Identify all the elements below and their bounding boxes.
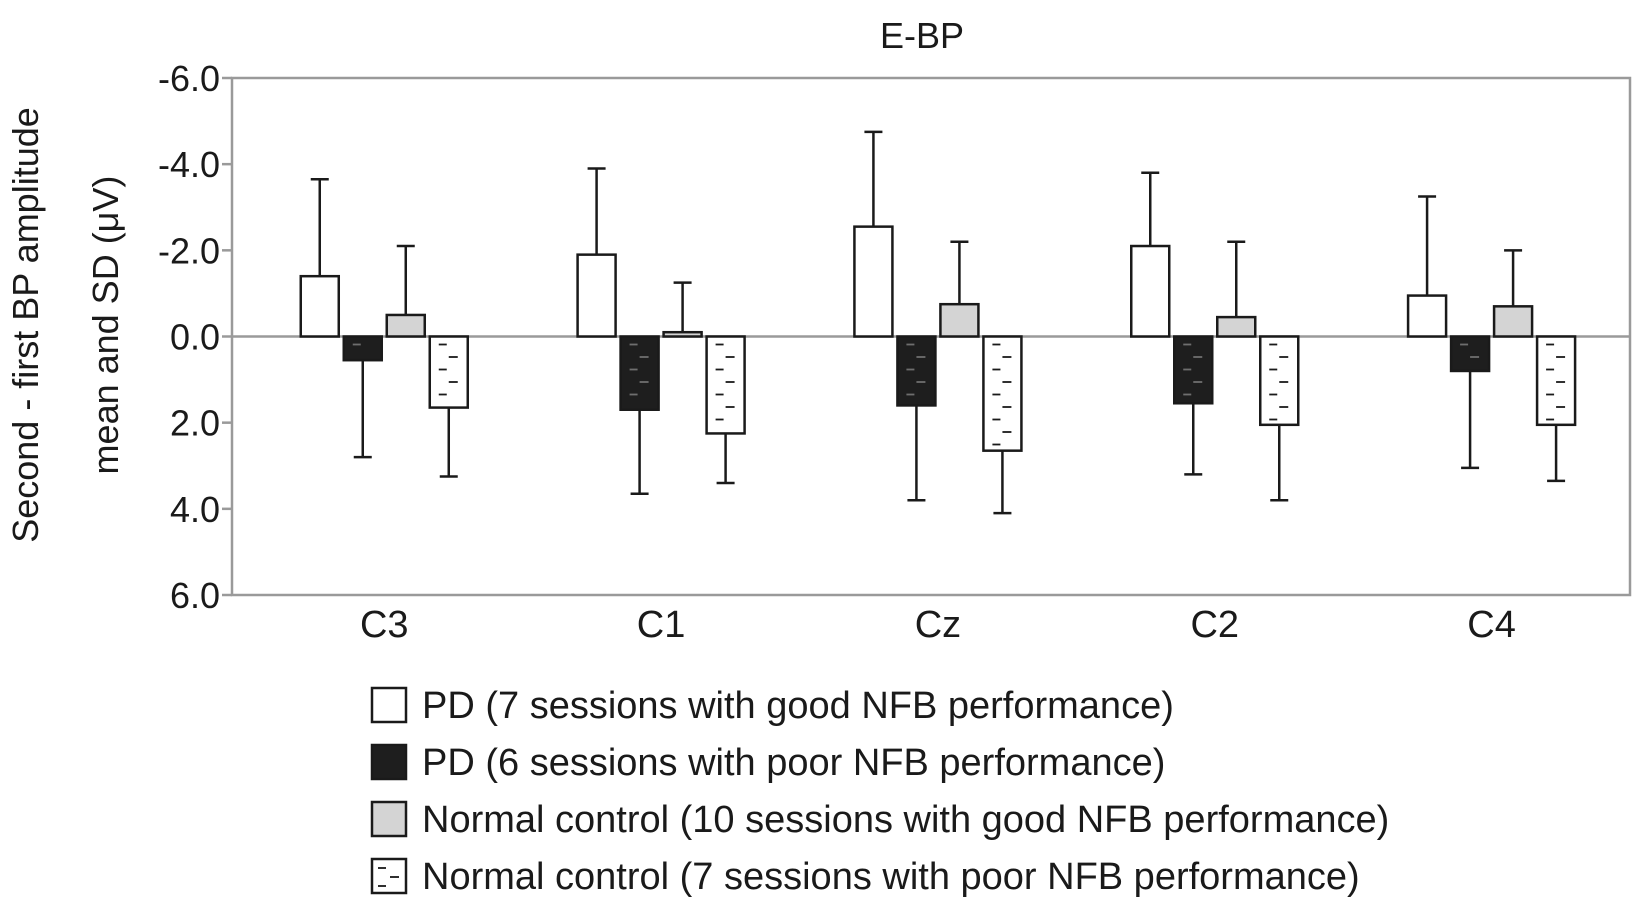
bar-dash-pattern	[715, 343, 735, 421]
bar-dash-pattern	[992, 343, 1012, 446]
x-category-label: C2	[1190, 604, 1239, 646]
legend-label: PD (7 sessions with good NFB performance…	[422, 685, 1174, 727]
bar	[385, 313, 427, 338]
bar	[1449, 335, 1491, 373]
legend: PD (7 sessions with good NFB performance…	[370, 685, 1389, 898]
bar	[1173, 335, 1214, 405]
bar	[896, 335, 937, 407]
legend-item: PD (7 sessions with good NFB performance…	[370, 685, 1174, 727]
bar	[1492, 305, 1534, 338]
bar	[428, 335, 470, 409]
y-tick-label: 4.0	[170, 489, 220, 530]
y-tick-label: 0.0	[170, 317, 220, 358]
bar-dash-pattern	[906, 343, 926, 396]
bar	[982, 335, 1023, 452]
legend-label: PD (6 sessions with poor NFB performance…	[422, 742, 1165, 784]
y-tick-label: 6.0	[170, 575, 220, 616]
bar	[705, 335, 746, 435]
bar	[1130, 244, 1171, 338]
legend-item: Normal control (7 sessions with poor NFB…	[370, 856, 1360, 898]
y-axis-label-line2: mean and SD (μV)	[85, 176, 126, 475]
y-tick-label: -6.0	[158, 58, 220, 99]
bar	[1259, 335, 1300, 427]
x-category-label: C3	[360, 604, 409, 646]
bar-dash-pattern	[629, 343, 649, 396]
legend-item: Normal control (10 sessions with good NF…	[370, 799, 1389, 841]
bar-dash-pattern	[1183, 343, 1203, 396]
bar-dash-pattern	[1269, 343, 1289, 421]
bar-dash-pattern	[438, 343, 458, 396]
chart-title: E-BP	[880, 15, 964, 56]
bar	[662, 330, 703, 338]
y-tick-label: 2.0	[170, 403, 220, 444]
x-category-label: C4	[1467, 604, 1516, 646]
bar	[939, 302, 980, 338]
y-axis-label-line1: Second - first BP amplitude	[5, 107, 46, 543]
x-category-label: C1	[637, 604, 686, 646]
bar	[1406, 294, 1448, 338]
bar	[853, 225, 894, 338]
legend-swatch	[370, 857, 408, 895]
y-tick-label: -4.0	[158, 144, 220, 185]
legend-swatch	[370, 800, 408, 838]
bar	[342, 335, 384, 362]
bar	[619, 335, 660, 411]
bar	[299, 274, 341, 338]
legend-swatch	[370, 686, 408, 724]
plot-area: -6.0 -4.0 -2.0 0.0 2.0 4.0 6.0 C3 C1 Cz C2 C4	[158, 58, 1632, 646]
y-tick-label: -2.0	[158, 230, 220, 271]
y-axis-label-2: mean and SD (μV)	[85, 176, 126, 475]
x-category-label: Cz	[915, 604, 961, 646]
bar	[576, 253, 617, 338]
bar	[1535, 335, 1577, 427]
y-axis-label: Second - first BP amplitude	[5, 107, 46, 543]
legend-swatch	[370, 743, 408, 781]
bar	[1216, 315, 1257, 338]
bar-dash-pattern	[1546, 343, 1566, 421]
legend-label: Normal control (7 sessions with poor NFB…	[422, 856, 1360, 898]
legend-item: PD (6 sessions with poor NFB performance…	[370, 742, 1165, 784]
legend-label: Normal control (10 sessions with good NF…	[422, 799, 1389, 841]
bar-dash-pattern	[1460, 343, 1480, 358]
